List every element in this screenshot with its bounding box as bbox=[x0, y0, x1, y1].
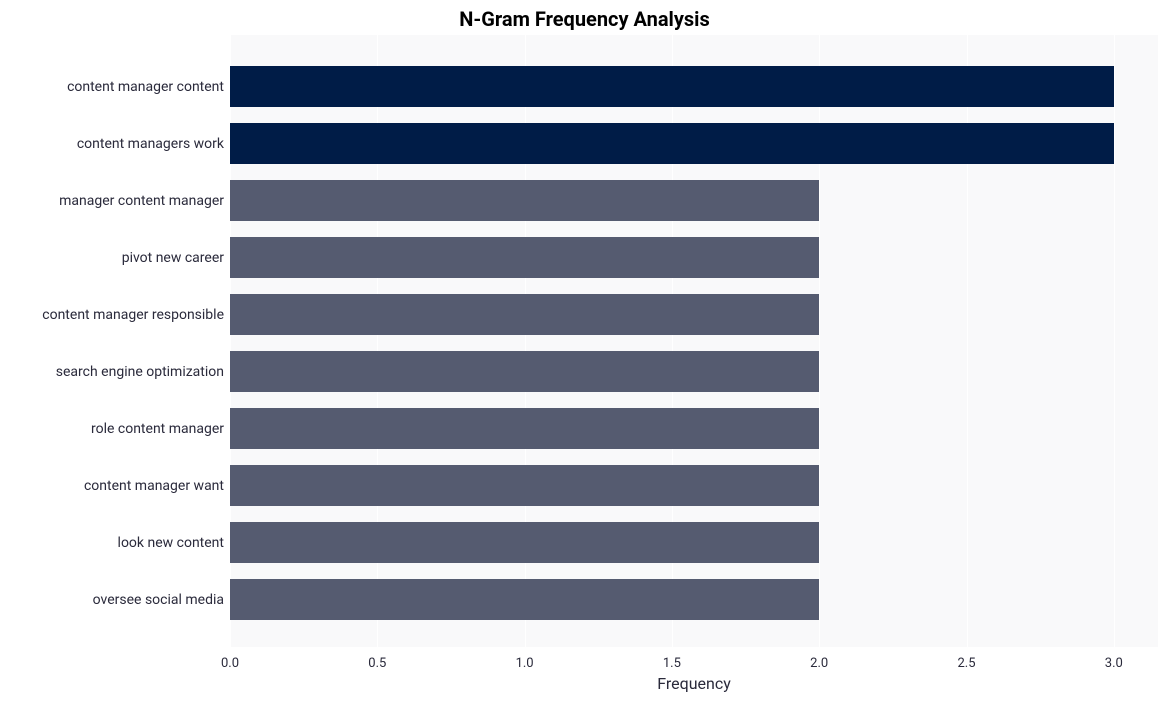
x-tick-label: 1.5 bbox=[663, 656, 681, 671]
x-tick-label: 1.0 bbox=[516, 656, 534, 671]
y-axis-label: content manager want bbox=[84, 478, 224, 494]
y-axis-label: role content manager bbox=[91, 421, 224, 437]
chart-container: N-Gram Frequency Analysis Frequency cont… bbox=[0, 0, 1169, 701]
chart-title: N-Gram Frequency Analysis bbox=[459, 7, 709, 31]
x-tick-label: 3.0 bbox=[1105, 656, 1123, 671]
y-axis-label: content manager content bbox=[67, 79, 224, 95]
y-axis-label: look new content bbox=[118, 535, 224, 551]
bar bbox=[230, 579, 819, 620]
x-tick-label: 0.5 bbox=[368, 656, 386, 671]
x-axis-label: Frequency bbox=[657, 674, 731, 693]
plot-area bbox=[230, 35, 1158, 647]
bar bbox=[230, 123, 1114, 164]
bar bbox=[230, 237, 819, 278]
y-axis-label: pivot new career bbox=[122, 250, 224, 266]
bar bbox=[230, 522, 819, 563]
bar bbox=[230, 294, 819, 335]
bar bbox=[230, 465, 819, 506]
grid-line bbox=[1114, 35, 1115, 647]
bar bbox=[230, 180, 819, 221]
bar bbox=[230, 66, 1114, 107]
x-tick-label: 0.0 bbox=[221, 656, 239, 671]
y-axis-label: oversee social media bbox=[93, 592, 224, 608]
bar bbox=[230, 351, 819, 392]
bar bbox=[230, 408, 819, 449]
y-axis-label: content manager responsible bbox=[42, 307, 224, 323]
y-axis-label: content managers work bbox=[77, 136, 224, 152]
y-axis-label: search engine optimization bbox=[56, 364, 224, 380]
x-tick-label: 2.0 bbox=[810, 656, 828, 671]
y-axis-label: manager content manager bbox=[59, 193, 224, 209]
x-tick-label: 2.5 bbox=[957, 656, 975, 671]
